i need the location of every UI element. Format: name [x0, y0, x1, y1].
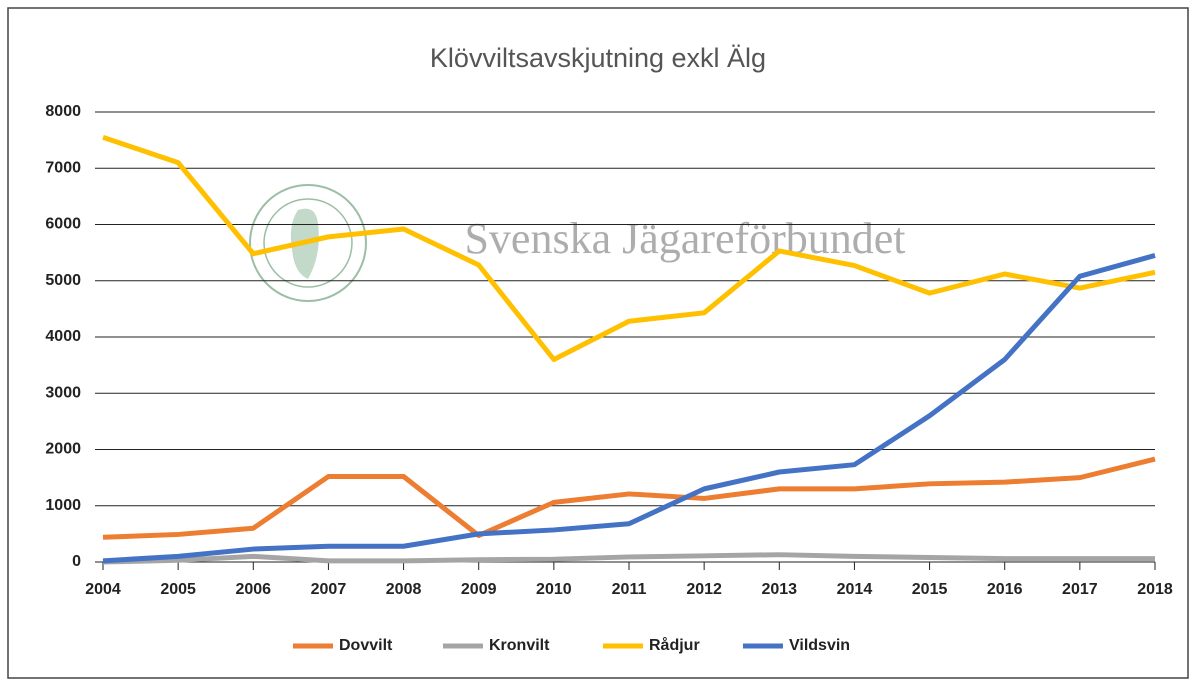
x-tick-label: 2006: [235, 581, 271, 598]
x-tick-label: 2014: [837, 581, 873, 598]
legend-label: Vildsvin: [789, 637, 850, 654]
chart-frame: [7, 7, 1189, 679]
watermark-logo: [249, 184, 367, 302]
series-line: [102, 456, 1156, 540]
x-tick-label: 2007: [311, 581, 347, 598]
y-tick-label: 8000: [45, 103, 81, 120]
y-tick-label: 3000: [45, 384, 81, 401]
x-tick-label: 2009: [461, 581, 497, 598]
y-tick-label: 7000: [45, 159, 81, 176]
chart-title: Klövviltsavskjutning exkl Älg: [430, 43, 766, 73]
legend-label: Kronvilt: [489, 637, 550, 654]
series-line: [102, 253, 1156, 564]
y-tick-label: 1000: [45, 497, 81, 514]
x-tick-label: 2017: [1062, 581, 1098, 598]
y-tick-label: 2000: [45, 441, 81, 458]
y-tick-label: 4000: [45, 328, 81, 345]
x-tick-label: 2008: [386, 581, 422, 598]
series-line: [102, 134, 1156, 362]
series-line: [102, 552, 1155, 565]
x-tick-label: 2011: [612, 581, 647, 598]
x-tick-label: 2013: [761, 581, 797, 598]
legend-label: Rådjur: [649, 636, 700, 654]
watermark: Svenska Jägareförbundet: [464, 214, 905, 263]
x-tick-label: 2005: [160, 581, 196, 598]
x-tick-label: 2004: [85, 581, 121, 598]
y-tick-label: 6000: [45, 216, 81, 233]
x-tick-label: 2010: [536, 581, 572, 598]
x-tick-label: 2018: [1137, 581, 1173, 598]
x-tick-label: 2015: [912, 581, 948, 598]
x-tick-label: 2012: [686, 581, 722, 598]
x-tick-label: 2016: [987, 581, 1023, 598]
y-tick-label: 5000: [45, 272, 81, 289]
y-tick-label: 0: [72, 553, 81, 570]
legend-label: Dovvilt: [339, 637, 393, 654]
